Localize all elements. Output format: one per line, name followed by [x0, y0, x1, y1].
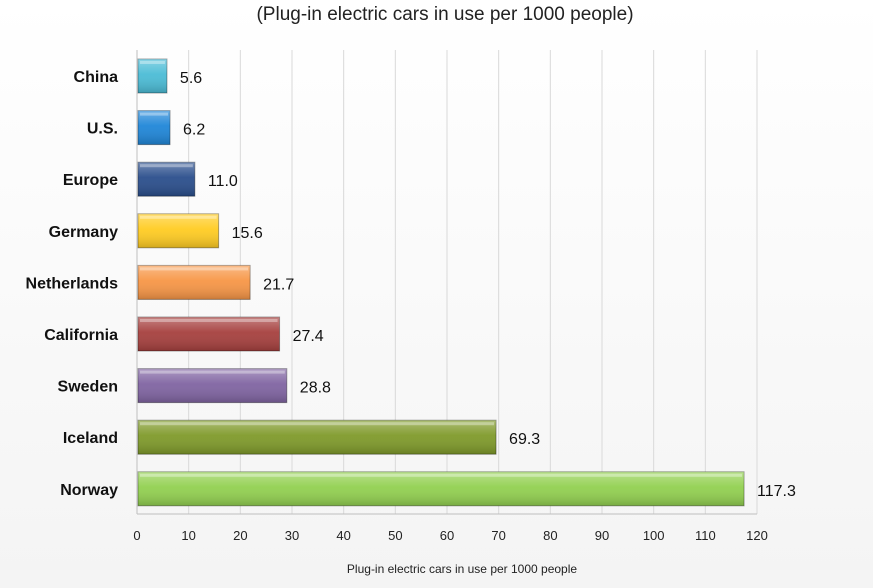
category-label: Germany — [49, 224, 118, 241]
x-tick-label: 30 — [285, 528, 299, 543]
value-label: 28.8 — [300, 380, 331, 397]
category-label: Europe — [63, 172, 118, 189]
x-tick-label: 120 — [746, 528, 768, 543]
bar-highlight — [140, 164, 193, 168]
category-label: Norway — [60, 482, 118, 499]
bar-shade — [138, 213, 219, 248]
gridlines — [136, 50, 758, 514]
category-label: Netherlands — [26, 275, 119, 292]
x-tick-label: 60 — [440, 528, 454, 543]
value-label: 21.7 — [263, 276, 294, 293]
x-tick-label: 40 — [336, 528, 350, 543]
bar-highlight — [140, 61, 165, 64]
bar-shade — [138, 59, 167, 93]
category-label: Sweden — [58, 379, 118, 396]
value-label: 6.2 — [183, 122, 205, 139]
bar-shade — [138, 368, 287, 403]
bar — [137, 471, 745, 507]
bar-highlight — [140, 422, 495, 426]
value-label: 15.6 — [232, 225, 263, 242]
bar-highlight — [140, 112, 169, 116]
x-tick-label: 110 — [695, 528, 716, 543]
value-label: 117.3 — [757, 483, 796, 500]
category-label: U.S. — [87, 121, 118, 138]
bar — [137, 316, 281, 352]
value-label: 27.4 — [293, 328, 324, 345]
x-axis-title: Plug-in electric cars in use per 1000 pe… — [347, 562, 577, 576]
value-labels: 5.6 6.2 11.0 15.6 21.7 27.4 28.8 69.3 117.3 — [180, 70, 796, 500]
bar-highlight — [140, 370, 285, 374]
value-label: 5.6 — [180, 70, 202, 87]
bar-highlight — [140, 473, 743, 477]
bar — [137, 161, 196, 197]
x-tick-label: 100 — [643, 528, 665, 543]
category-labels: China U.S. Europe Germany Netherlands Califor… — [26, 69, 119, 499]
value-label: 11.0 — [208, 173, 238, 190]
x-tick-label: 70 — [491, 528, 505, 543]
category-label: China — [74, 69, 119, 86]
bar — [137, 110, 171, 146]
bar-shade — [138, 265, 251, 300]
category-label: California — [44, 327, 118, 344]
x-tick-label: 20 — [233, 528, 247, 543]
value-label: 69.3 — [509, 431, 540, 448]
bar-shade — [138, 420, 497, 455]
x-tick-label: 90 — [595, 528, 609, 543]
x-tick-label: 0 — [133, 528, 140, 543]
x-tick-label: 10 — [181, 528, 195, 543]
bars — [137, 58, 745, 507]
x-tick-label: 50 — [388, 528, 402, 543]
bar-highlight — [140, 215, 217, 219]
x-tick-label: 80 — [543, 528, 557, 543]
bar-shade — [138, 317, 280, 351]
category-label: Iceland — [63, 430, 118, 447]
chart-title: (Plug-in electric cars in use per 1000 p… — [256, 4, 633, 25]
bar — [137, 419, 497, 455]
x-axis: 0 10 20 30 40 50 60 70 80 90 100 110 120 — [133, 50, 768, 543]
bar-highlight — [140, 319, 278, 322]
bar-shade — [138, 162, 195, 197]
bar — [137, 58, 168, 94]
bar — [137, 368, 288, 404]
bar-shade — [138, 110, 171, 145]
bar-highlight — [140, 267, 249, 271]
bar-shade — [138, 471, 745, 506]
bar — [137, 264, 251, 300]
bar — [137, 213, 220, 249]
